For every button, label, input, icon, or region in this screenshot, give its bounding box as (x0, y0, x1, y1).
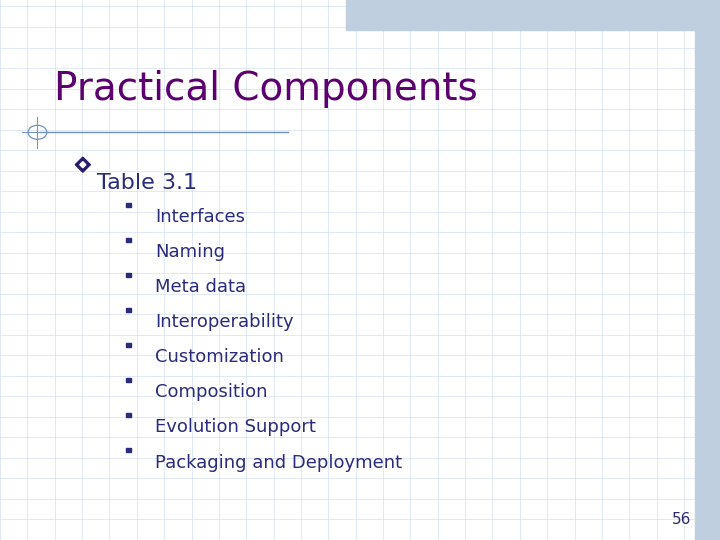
Bar (346, 0, 720, 30)
Text: Practical Components: Practical Components (54, 70, 478, 108)
Bar (125, 273, 130, 276)
Text: Composition: Composition (155, 383, 267, 401)
Polygon shape (76, 157, 91, 172)
Text: Customization: Customization (155, 348, 284, 366)
Bar (125, 414, 130, 417)
Text: Interfaces: Interfaces (155, 208, 245, 226)
Bar (695, 30, 720, 540)
Text: Meta data: Meta data (155, 278, 246, 296)
Bar (125, 238, 130, 241)
Bar (125, 378, 130, 382)
Text: Evolution Support: Evolution Support (155, 418, 315, 436)
Polygon shape (80, 161, 86, 168)
Bar (125, 308, 130, 312)
Bar (125, 448, 130, 453)
Text: Interoperability: Interoperability (155, 313, 294, 331)
Bar (125, 343, 130, 347)
Text: Packaging and Deployment: Packaging and Deployment (155, 454, 402, 471)
Text: Table 3.1: Table 3.1 (97, 173, 197, 193)
Text: Naming: Naming (155, 243, 225, 261)
Bar (125, 202, 130, 206)
Text: 56: 56 (672, 511, 691, 526)
